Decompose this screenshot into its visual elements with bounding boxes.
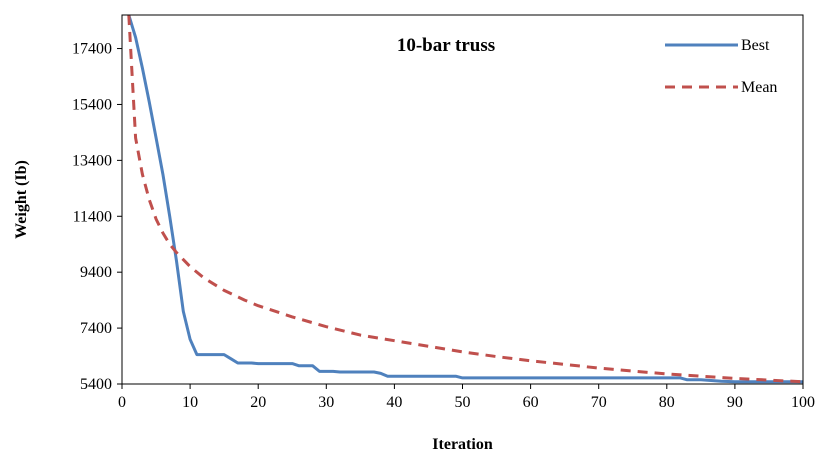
y-tick-label: 5400 — [80, 376, 112, 393]
x-tick-label: 30 — [318, 394, 334, 411]
x-tick-label: 50 — [455, 394, 471, 411]
y-tick-label: 15400 — [72, 96, 112, 113]
x-tick-label: 60 — [523, 394, 539, 411]
series-line-mean — [127, 14, 804, 384]
y-tick-label: 11400 — [73, 208, 112, 225]
y-axis-label: Weight (Ib) — [13, 160, 30, 239]
legend-label-best: Best — [741, 37, 770, 54]
x-tick-label: 100 — [791, 394, 815, 411]
x-tick-label: 80 — [659, 394, 675, 411]
x-tick-label: 0 — [118, 394, 126, 411]
y-tick-label: 7400 — [80, 320, 112, 337]
x-tick-label: 90 — [727, 394, 743, 411]
legend: Best Mean — [665, 37, 777, 96]
x-axis-label: Iteration — [432, 436, 493, 453]
x-tick-label: 10 — [182, 394, 198, 411]
y-tick-label: 13400 — [72, 152, 112, 169]
y-tick-label: 9400 — [80, 264, 112, 281]
x-tick-label: 40 — [386, 394, 402, 411]
legend-label-mean: Mean — [741, 79, 777, 96]
series-layer — [127, 14, 804, 384]
x-tick-label: 70 — [591, 394, 607, 411]
axes-layer: 0 10 20 30 40 50 60 70 80 90 100 5400 7400 9400 11400 1… — [72, 41, 815, 411]
y-tick-label: 17400 — [72, 41, 112, 58]
chart-title: 10-bar truss — [397, 35, 495, 56]
x-tick-label: 20 — [250, 394, 266, 411]
series-line-best — [127, 14, 803, 384]
plot-area-frame — [121, 14, 804, 385]
